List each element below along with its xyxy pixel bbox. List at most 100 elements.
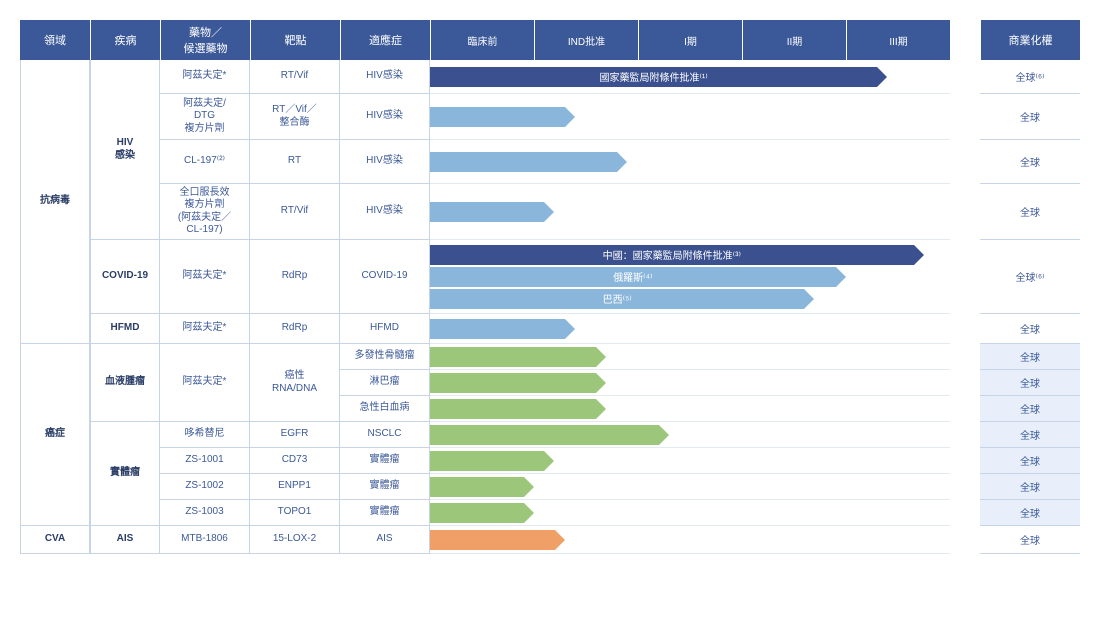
progress-bar: [430, 425, 659, 445]
commercial-cell: 全球⁽⁶⁾: [980, 60, 1080, 94]
cell: RdRp: [250, 314, 340, 344]
timeline-cell: [430, 396, 950, 422]
cell: HIV感染: [340, 140, 430, 184]
progress-bar: 中國：國家藥監局附條件批准⁽³⁾: [430, 245, 914, 265]
progress-bar: [430, 503, 524, 523]
timeline-cell: 國家藥監局附條件批准⁽¹⁾: [430, 60, 950, 94]
hdr-commercial: 商業化權: [980, 20, 1080, 60]
pipeline-row: 阿茲夫定*RT/VifHIV感染國家藥監局附條件批准⁽¹⁾全球⁽⁶⁾: [160, 60, 1080, 94]
timeline-cell: [430, 314, 950, 344]
progress-bar: [430, 152, 617, 172]
pipeline-row: 淋巴瘤全球: [340, 370, 1080, 396]
progress-bar: [430, 347, 596, 367]
progress-bar: [430, 477, 524, 497]
progress-bar: [430, 319, 565, 339]
pipeline-row: 哆希替尼EGFRNSCLC全球: [160, 422, 1080, 448]
hdr-indication: 適應症: [340, 20, 430, 60]
cell: 血液腫瘤: [90, 344, 160, 422]
pipeline-row: 阿茲夫定/ DTG 複方片劑RT／Vif／ 整合酶HIV感染 全球: [160, 94, 1080, 140]
progress-bar: 國家藥監局附條件批准⁽¹⁾: [430, 67, 877, 87]
disease-row: HFMD阿茲夫定*RdRpHFMD全球: [90, 314, 1080, 344]
hdr-target: 靶點: [250, 20, 340, 60]
timeline-cell: [430, 344, 950, 370]
cell: 全口服長效 複方片劑 (阿茲夫定／ CL-197): [160, 184, 250, 240]
pipeline-row: ZS-1003TOPO1實體瘤 全球: [160, 500, 1080, 526]
hdr-area: 領域: [20, 20, 90, 60]
cell: 阿茲夫定*: [160, 240, 250, 314]
disease-row: AISMTB-180615-LOX-2AIS全球: [90, 526, 1080, 554]
hdr-disease: 疾病: [90, 20, 160, 60]
progress-bar: [430, 202, 544, 222]
progress-bar: [430, 451, 544, 471]
cell: RT/Vif: [250, 60, 340, 94]
cell: RT/Vif: [250, 184, 340, 240]
cell: HIV 感染: [90, 60, 160, 240]
progress-bar: [430, 373, 596, 393]
pipeline-row: 阿茲夫定*RdRpHFMD全球: [160, 314, 1080, 344]
hdr-drug: 藥物／ 候選藥物: [160, 20, 250, 60]
cell: RT: [250, 140, 340, 184]
disease-row: HIV 感染阿茲夫定*RT/VifHIV感染國家藥監局附條件批准⁽¹⁾全球⁽⁶⁾…: [90, 60, 1080, 240]
cell: 實體瘤: [340, 448, 430, 474]
cell: 癌性 RNA/DNA: [250, 344, 340, 422]
commercial-cell: 全球: [980, 370, 1080, 396]
cell: 阿茲夫定/ DTG 複方片劑: [160, 94, 250, 140]
cell: CVA: [20, 526, 90, 554]
timeline-cell: [430, 422, 950, 448]
timeline-cell: [430, 526, 950, 554]
cell: ENPP1: [250, 474, 340, 500]
commercial-cell: 全球⁽⁶⁾: [980, 240, 1080, 314]
progress-bar: 俄羅斯⁽⁴⁾: [430, 267, 836, 287]
cell: 抗病毒: [20, 60, 90, 344]
disease-row: 血液腫瘤阿茲夫定*癌性 RNA/DNA多發性骨髓瘤全球淋巴瘤全球急性白血病全球: [90, 344, 1080, 422]
cell: CL-197⁽²⁾: [160, 140, 250, 184]
cell: MTB-1806: [160, 526, 250, 554]
cell: ZS-1002: [160, 474, 250, 500]
pipeline-row: 全口服長效 複方片劑 (阿茲夫定／ CL-197)RT/VifHIV感染全球: [160, 184, 1080, 240]
commercial-cell: 全球: [980, 396, 1080, 422]
pipeline-row: ZS-1001CD73實體瘤全球: [160, 448, 1080, 474]
area-row: 抗病毒HIV 感染阿茲夫定*RT/VifHIV感染國家藥監局附條件批准⁽¹⁾全球…: [20, 60, 1080, 344]
cell: 實體瘤: [340, 500, 430, 526]
cell: RdRp: [250, 240, 340, 314]
area-row: CVAAISMTB-180615-LOX-2AIS全球: [20, 526, 1080, 554]
commercial-cell: 全球: [980, 184, 1080, 240]
cell: ZS-1001: [160, 448, 250, 474]
cell: 實體瘤: [90, 422, 160, 526]
pipeline-row: 急性白血病全球: [340, 396, 1080, 422]
timeline-cell: [430, 448, 950, 474]
cell: TOPO1: [250, 500, 340, 526]
pipeline-row: CL-197⁽²⁾RTHIV感染 全球: [160, 140, 1080, 184]
cell: COVID-19: [340, 240, 430, 314]
pipeline-table: 領域 疾病 藥物／ 候選藥物 靶點 適應症 臨床前IND批准I期II期III期 …: [20, 20, 1080, 554]
progress-bar: 巴西⁽⁵⁾: [430, 289, 804, 309]
cell: HFMD: [90, 314, 160, 344]
commercial-cell: 全球: [980, 500, 1080, 526]
cell: 阿茲夫定*: [160, 344, 250, 422]
progress-bar: [430, 107, 565, 127]
cell: 實體瘤: [340, 474, 430, 500]
hdr-phase: IND批准: [534, 20, 638, 60]
commercial-cell: 全球: [980, 526, 1080, 554]
cell: HIV感染: [340, 60, 430, 94]
timeline-cell: 中國：國家藥監局附條件批准⁽³⁾俄羅斯⁽⁴⁾巴西⁽⁵⁾: [430, 240, 950, 314]
timeline-cell: [430, 370, 950, 396]
cell: RT／Vif／ 整合酶: [250, 94, 340, 140]
cell: 15-LOX-2: [250, 526, 340, 554]
cell: HIV感染: [340, 94, 430, 140]
cell: 阿茲夫定*: [160, 314, 250, 344]
cell: CD73: [250, 448, 340, 474]
commercial-cell: 全球: [980, 140, 1080, 184]
timeline-cell: [430, 184, 950, 240]
pipeline-row: ZS-1002ENPP1實體瘤全球: [160, 474, 1080, 500]
cell: HFMD: [340, 314, 430, 344]
timeline-cell: [430, 474, 950, 500]
hdr-phase: 臨床前: [430, 20, 534, 60]
pipeline-row: 多發性骨髓瘤 全球: [340, 344, 1080, 370]
commercial-cell: 全球: [980, 94, 1080, 140]
cell: 多發性骨髓瘤: [340, 344, 430, 370]
hdr-phase: III期: [846, 20, 950, 60]
area-row: 癌症血液腫瘤阿茲夫定*癌性 RNA/DNA多發性骨髓瘤全球淋巴瘤全球急性白血病全…: [20, 344, 1080, 526]
cell: ZS-1003: [160, 500, 250, 526]
commercial-cell: 全球: [980, 344, 1080, 370]
